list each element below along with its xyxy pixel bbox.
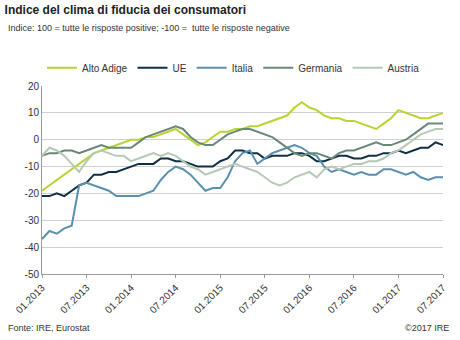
svg-text:07.2014: 07.2014 xyxy=(147,282,181,316)
svg-text:01.2017: 01.2017 xyxy=(370,282,404,316)
svg-text:-50: -50 xyxy=(25,269,40,280)
svg-text:-30: -30 xyxy=(25,215,40,226)
svg-text:01.2013: 01.2013 xyxy=(14,282,48,316)
svg-text:Austria: Austria xyxy=(388,63,420,74)
svg-text:01.2014: 01.2014 xyxy=(103,282,137,316)
svg-text:Fonte: IRE, Eurostat: Fonte: IRE, Eurostat xyxy=(8,323,90,333)
svg-text:0: 0 xyxy=(33,134,39,145)
svg-text:01.2016: 01.2016 xyxy=(281,282,315,316)
svg-text:Alto Adige: Alto Adige xyxy=(82,63,127,74)
svg-text:07.2015: 07.2015 xyxy=(236,282,270,316)
svg-text:-40: -40 xyxy=(25,242,40,253)
svg-text:Germania: Germania xyxy=(298,63,342,74)
svg-text:©2017 IRE: ©2017 IRE xyxy=(405,323,449,333)
svg-text:07.2016: 07.2016 xyxy=(325,282,359,316)
svg-text:-20: -20 xyxy=(25,188,40,199)
svg-text:20: 20 xyxy=(28,81,40,92)
svg-text:Italia: Italia xyxy=(232,63,254,74)
svg-text:Indice: 100 = tutte le rispost: Indice: 100 = tutte le risposte positive… xyxy=(8,23,290,33)
svg-text:UE: UE xyxy=(172,63,186,74)
svg-text:Indice del clima di fiducia de: Indice del clima di fiducia dei consumat… xyxy=(5,3,246,17)
svg-text:01.2015: 01.2015 xyxy=(192,282,226,316)
svg-text:-10: -10 xyxy=(25,161,40,172)
svg-text:07.2013: 07.2013 xyxy=(58,282,92,316)
svg-text:07.2017: 07.2017 xyxy=(415,282,449,316)
svg-text:10: 10 xyxy=(28,107,40,118)
